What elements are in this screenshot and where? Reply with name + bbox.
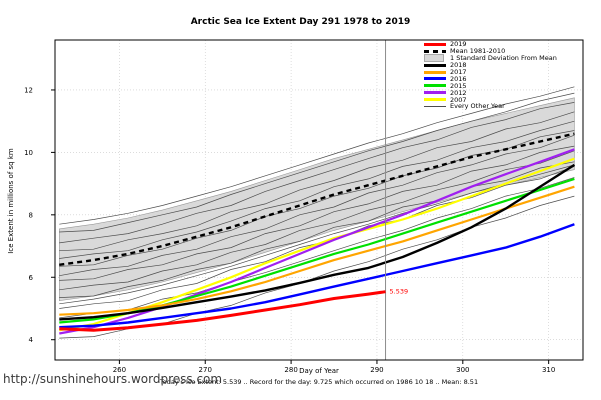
legend-swatch-mark — [424, 42, 446, 46]
series-line-2016 — [59, 223, 575, 329]
chart-caption: Today's Ice Extent: 5.539 .. Record for … — [159, 378, 479, 386]
legend-line-swatch-icon — [424, 91, 446, 95]
legend-label: 2017 — [450, 68, 467, 77]
legend-label: 2012 — [450, 88, 467, 97]
legend-item-2016: 2016 — [424, 74, 557, 83]
legend-dash-swatch-icon — [424, 49, 446, 53]
x-tick-label: 300 — [456, 366, 469, 374]
legend-label: 2018 — [450, 61, 467, 70]
x-tick-label: 310 — [542, 366, 555, 374]
series-line-2017 — [59, 185, 575, 316]
series-line-2012 — [59, 148, 575, 335]
legend-item-mean-1981-2010: Mean 1981-2010 — [424, 47, 557, 56]
legend-swatch-mark — [424, 91, 446, 95]
legend-label: 2007 — [450, 95, 467, 104]
legend-swatch-mark — [424, 54, 444, 63]
legend-label: 1 Standard Deviation From Mean — [450, 54, 557, 63]
legend-label: 2019 — [450, 40, 467, 49]
legend-swatch-mark — [424, 105, 446, 107]
background-year-line — [59, 164, 575, 305]
background-year-line — [59, 150, 575, 291]
background-year-line — [59, 120, 575, 259]
plot-border — [54, 39, 584, 361]
legend-label: Mean 1981-2010 — [450, 47, 506, 56]
legend-line-swatch-icon — [424, 77, 446, 81]
y-tick-label: 8 — [29, 211, 33, 219]
legend-item-2015: 2015 — [424, 81, 557, 90]
legend-swatch-mark — [424, 98, 446, 102]
legend-swatch-mark — [424, 84, 446, 88]
legend-item-2012: 2012 — [424, 88, 557, 97]
legend-swatch-mark — [424, 70, 446, 74]
background-year-line — [59, 111, 575, 252]
x-tick-label: 260 — [113, 366, 126, 374]
background-year-line — [59, 134, 575, 277]
series-line-2015 — [59, 177, 575, 324]
background-year-line — [59, 86, 575, 225]
current-value-annotation: 5.539 — [390, 288, 409, 296]
legend-patch-swatch-icon — [424, 54, 446, 63]
chart-title: Arctic Sea Ice Extent Day 291 1978 to 20… — [190, 17, 411, 27]
y-tick-label: 4 — [29, 336, 34, 344]
legend-item-2018: 2018 — [424, 61, 557, 70]
legend-swatch-mark — [424, 63, 446, 67]
chart-legend: 2019 Mean 1981-2010 1 Standard Deviation F… — [424, 40, 557, 111]
background-year-line — [59, 145, 575, 281]
stddev-band — [58, 97, 575, 302]
footer-url: http://sunshinehours.wordpress.com — [3, 372, 223, 386]
x-tick-label: 270 — [199, 366, 212, 374]
y-tick-label: 10 — [24, 149, 33, 157]
legend-line-swatch-icon — [424, 84, 446, 88]
legend-line-swatch-icon — [424, 42, 446, 46]
background-year-line — [59, 92, 575, 233]
legend-thin-swatch-icon — [424, 105, 446, 107]
x-tick-label: 290 — [370, 366, 383, 374]
legend-line-swatch-icon — [424, 70, 446, 74]
y-tick-label: 12 — [24, 86, 33, 94]
legend-item-1-standard-deviation-from-mean: 1 Standard Deviation From Mean — [424, 54, 557, 63]
x-tick-label: 280 — [284, 366, 297, 374]
legend-swatch-mark — [424, 77, 446, 81]
legend-label: Every Other Year — [450, 102, 505, 111]
background-year-line — [59, 102, 575, 244]
x-axis-label: Day of Year — [299, 367, 339, 375]
series-line-2019 — [59, 290, 386, 332]
legend-line-swatch-icon — [424, 98, 446, 102]
y-axis-label: Ice Extent in millions of sq km — [7, 148, 15, 254]
legend-item-every-other-year: Every Other Year — [424, 102, 557, 111]
legend-line-swatch-icon — [424, 63, 446, 67]
legend-label: 2015 — [450, 81, 467, 90]
series-line-2018 — [59, 163, 576, 321]
background-year-line — [59, 177, 575, 319]
background-year-line — [59, 161, 575, 298]
y-tick-label: 6 — [29, 274, 34, 282]
mean-line — [59, 132, 575, 266]
legend-item-2019: 2019 — [424, 40, 557, 49]
legend-item-2017: 2017 — [424, 68, 557, 77]
legend-swatch-mark — [424, 49, 446, 53]
legend-label: 2016 — [450, 74, 467, 83]
legend-item-2007: 2007 — [424, 95, 557, 104]
